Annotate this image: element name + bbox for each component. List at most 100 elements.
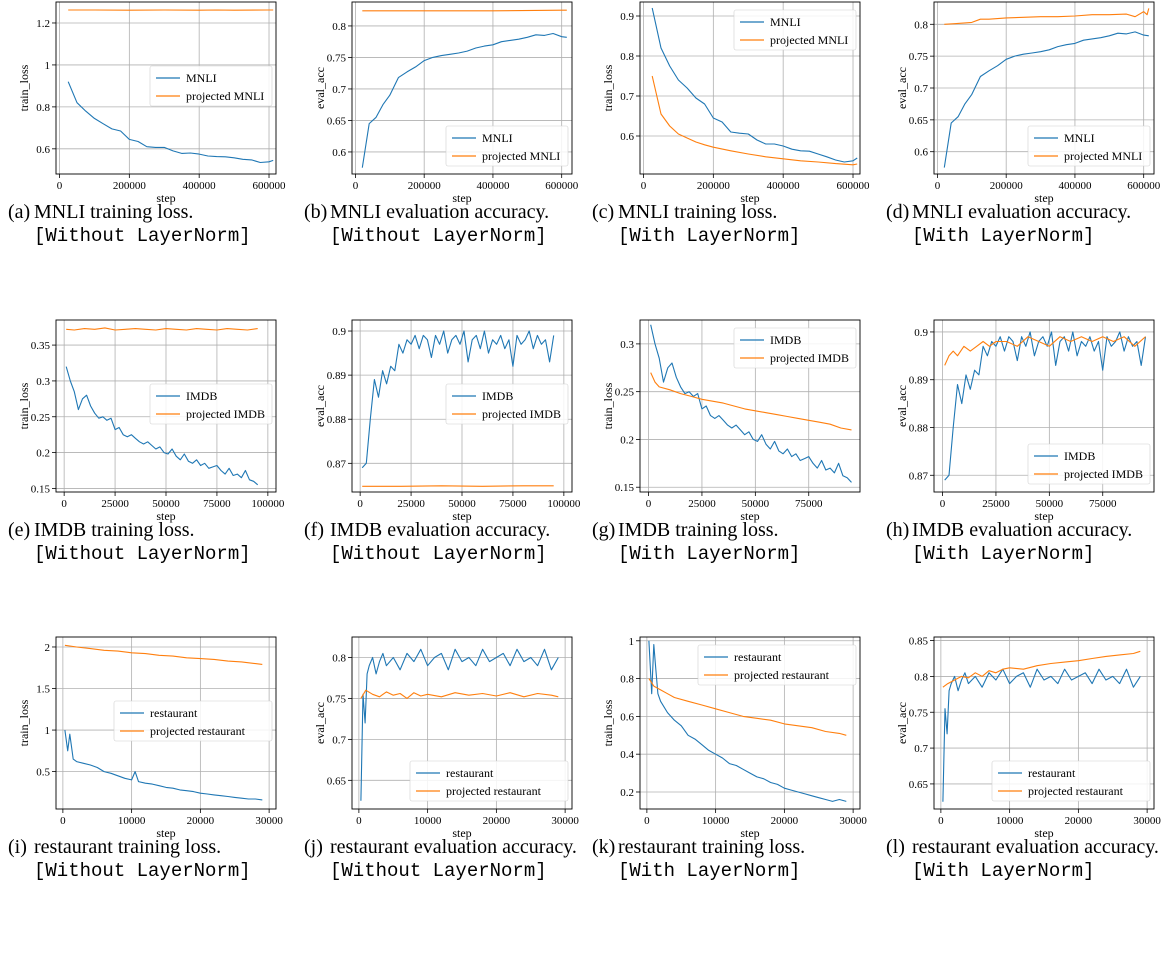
chart-panel-b: 0 200000 400000 600000 0.6 0.65 0.7 0.75 0.8 step… (296, 0, 586, 318)
caption-label: (f) (304, 519, 324, 541)
y-tick-label: 1.5 (36, 684, 50, 696)
chart-panel-k: 0 10000 20000 30000 0.2 0.4 0.6 0.8 1 step train_l… (584, 635, 874, 953)
x-axis-label: step (1034, 191, 1053, 205)
y-tick-label: 0.7 (914, 83, 928, 95)
y-tick-label: 0.9 (620, 11, 634, 23)
chart-panel-d: 0 200000 400000 600000 0.6 0.65 0.7 0.75 0.8 step… (878, 0, 1168, 318)
y-tick-label: 0.8 (332, 652, 346, 664)
chart-panel-e: 0 25000 50000 75000 100000 0.15 0.2 0.25 0.3 0.35… (0, 318, 290, 636)
legend-box (697, 644, 857, 686)
series-line-base (67, 81, 274, 164)
legend-label: MNLI (1064, 131, 1095, 145)
x-tick-label: 0 (646, 498, 652, 510)
x-tick-label: 0 (940, 498, 946, 510)
y-tick-label: 0.85 (909, 636, 929, 648)
series-line-base (651, 7, 858, 163)
legend-label: restaurant (734, 650, 782, 664)
x-tick-label: 0 (644, 815, 650, 827)
series-line-base (64, 730, 263, 801)
y-axis-label: train_loss (601, 699, 615, 746)
series-line-projected (651, 75, 858, 166)
x-tick-label: 0 (938, 815, 944, 827)
legend-label: projected restaurant (446, 784, 542, 798)
figure-caption: (e) IMDB training loss. [Without LayerNorm… (8, 518, 290, 566)
series-line-projected (944, 336, 1146, 366)
caption-label: (b) (304, 201, 328, 223)
x-axis-label: step (1034, 826, 1053, 840)
series-line-base (361, 330, 555, 469)
y-tick-label: 0.2 (36, 448, 50, 460)
y-tick-label: 0.75 (909, 707, 929, 719)
y-tick-label: 0.6 (620, 131, 634, 143)
y-tick-label: 2 (45, 642, 51, 654)
x-tick-label: 25000 (982, 498, 1010, 510)
x-tick-label: 0 (935, 180, 941, 192)
caption-text: MNLI evaluation accuracy. (330, 201, 550, 223)
y-tick-label: 0.7 (332, 734, 346, 746)
y-axis-label: eval_acc (313, 385, 327, 427)
y-tick-label: 0.87 (327, 458, 347, 470)
y-tick-label: 0.15 (615, 482, 635, 494)
caption-label: (i) (8, 836, 27, 858)
legend-box (1027, 443, 1151, 485)
x-axis-label: step (740, 509, 759, 523)
series-line-base (361, 32, 567, 168)
figure-caption: (c) MNLI training loss. [With LayerNorm] (592, 200, 874, 248)
y-tick-label: 0.3 (620, 339, 634, 351)
legend-box (149, 383, 273, 425)
caption-tag: [With LayerNorm] (618, 543, 801, 565)
plot-frame (639, 319, 861, 493)
chart-panel-f: 0 25000 50000 75000 100000 0.87 0.88 0.89 0.9 ste… (296, 318, 586, 636)
y-tick-label: 1 (629, 636, 635, 648)
series-line-base (943, 31, 1149, 168)
series-line-projected (944, 8, 1150, 25)
caption-tag: [Without LayerNorm] (34, 543, 251, 565)
chart-i: 0 10000 20000 30000 0.5 1 1.5 2 step train_loss re… (17, 636, 283, 840)
x-tick-label: 600000 (1127, 180, 1161, 192)
x-tick-label: 50000 (1036, 498, 1064, 510)
y-tick-label: 0.7 (620, 91, 634, 103)
series-line-projected (360, 689, 559, 699)
legend-box (445, 125, 569, 167)
figure-caption: (k) restaurant training loss. [With LayerN… (592, 835, 874, 883)
series-line-projected (942, 650, 1141, 688)
x-tick-label: 0 (57, 180, 63, 192)
figure-caption: (b) MNLI evaluation accuracy. [Without Lay… (304, 200, 586, 248)
chart-d: 0 200000 400000 600000 0.6 0.65 0.7 0.75 0.8 step… (895, 1, 1161, 205)
x-tick-label: 10000 (996, 815, 1024, 827)
x-tick-label: 400000 (476, 180, 510, 192)
x-tick-label: 100000 (547, 498, 581, 510)
y-tick-label: 0.25 (31, 412, 51, 424)
x-tick-label: 200000 (408, 180, 442, 192)
series-line-projected (362, 485, 554, 487)
x-tick-label: 200000 (990, 180, 1024, 192)
legend-label: IMDB (770, 333, 801, 347)
y-tick-label: 0.88 (909, 423, 929, 435)
caption-text: MNLI training loss. (618, 201, 778, 223)
chart-b: 0 200000 400000 600000 0.6 0.65 0.7 0.75 0.8 step… (313, 1, 579, 205)
chart-k: 0 10000 20000 30000 0.2 0.4 0.6 0.8 1 step train_l… (601, 636, 867, 840)
legend-label: projected MNLI (482, 149, 560, 163)
legend-label: projected IMDB (482, 407, 561, 421)
y-tick-label: 0.8 (914, 671, 928, 683)
y-axis-label: train_loss (17, 699, 31, 746)
y-tick-label: 0.87 (909, 470, 929, 482)
figure-caption: (j) restaurant evaluation accuracy. [Witho… (304, 835, 586, 883)
x-tick-label: 400000 (183, 180, 217, 192)
x-axis-label: step (452, 826, 471, 840)
y-axis-label: eval_acc (313, 702, 327, 744)
y-tick-label: 0.7 (914, 743, 928, 755)
y-tick-label: 0.8 (620, 51, 634, 63)
x-tick-label: 50000 (448, 498, 476, 510)
y-axis-label: train_loss (17, 64, 31, 111)
x-tick-label: 600000 (253, 180, 287, 192)
y-tick-label: 0.9 (914, 327, 928, 339)
y-axis-label: train_loss (601, 64, 615, 111)
x-tick-label: 75000 (499, 498, 527, 510)
y-tick-label: 0.6 (914, 147, 928, 159)
y-tick-label: 0.88 (327, 414, 347, 426)
y-axis-label: eval_acc (895, 702, 909, 744)
legend-label: IMDB (186, 389, 217, 403)
caption-tag: [With LayerNorm] (912, 860, 1095, 882)
x-tick-label: 50000 (742, 498, 770, 510)
